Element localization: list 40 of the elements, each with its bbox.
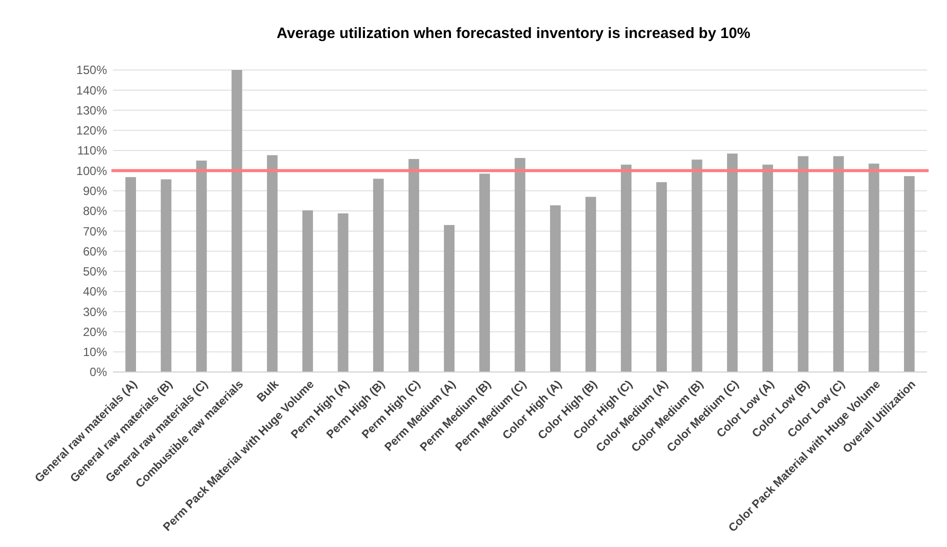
bar <box>302 210 313 372</box>
bar <box>338 213 348 372</box>
chart-title: Average utilization when forecasted inventory is increased by 10% <box>276 25 750 42</box>
bar <box>373 178 384 372</box>
y-tick-label: 120% <box>76 124 108 138</box>
bar <box>125 177 136 372</box>
bar <box>160 179 172 372</box>
bar <box>514 158 526 372</box>
y-tick-label: 90% <box>82 184 108 198</box>
bar <box>692 160 702 372</box>
y-tick-label: 70% <box>82 224 108 238</box>
bar <box>620 164 632 372</box>
bar <box>656 182 667 372</box>
bar <box>798 156 808 372</box>
y-tick-label: 100% <box>76 164 108 178</box>
y-tick-label: 30% <box>82 304 108 319</box>
y-tick-label: 40% <box>82 284 108 299</box>
y-tick-label: 150% <box>76 63 108 78</box>
bar <box>762 164 774 372</box>
bar <box>232 70 242 372</box>
bar <box>727 154 738 372</box>
bar <box>266 155 278 372</box>
y-tick-label: 60% <box>82 244 108 258</box>
y-tick-label: 50% <box>82 264 108 279</box>
y-tick-label: 110% <box>77 144 108 158</box>
bar <box>904 176 915 372</box>
bar <box>550 205 561 372</box>
bar <box>196 160 207 372</box>
bar <box>868 164 880 372</box>
bar <box>585 196 596 372</box>
y-tick-label: 10% <box>82 345 108 360</box>
y-tick-label: 80% <box>82 204 108 218</box>
y-tick-label: 20% <box>82 324 108 339</box>
bar <box>479 174 490 372</box>
bar <box>444 225 455 372</box>
y-tick-label: 0% <box>90 365 108 380</box>
bar <box>408 158 420 372</box>
y-tick-label: 140% <box>76 83 108 98</box>
bar <box>833 156 844 372</box>
y-tick-label: 130% <box>76 103 108 118</box>
